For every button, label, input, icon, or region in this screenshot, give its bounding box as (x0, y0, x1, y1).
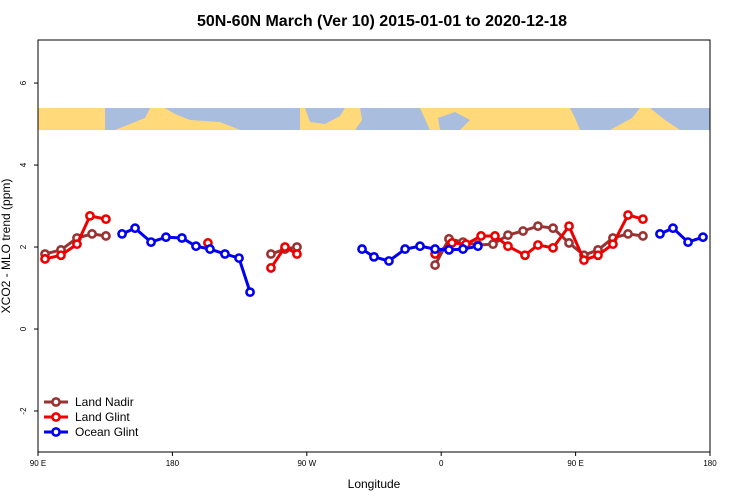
data-point (40, 254, 50, 264)
data-point (533, 240, 543, 250)
data-point (117, 229, 127, 239)
data-point (400, 244, 410, 254)
y-tick-label: 2 (19, 244, 28, 249)
data-point (177, 233, 187, 243)
data-point (698, 232, 708, 243)
data-point (234, 253, 244, 263)
data-point (579, 255, 589, 266)
data-point (564, 238, 574, 248)
data-point (668, 223, 678, 234)
data-point (430, 260, 440, 270)
data-point (384, 256, 394, 266)
legend-label: Ocean Glint (75, 425, 139, 439)
data-point (444, 244, 454, 255)
data-point (638, 214, 648, 225)
data-point (548, 223, 558, 234)
x-axis-label: Longitude (348, 477, 401, 491)
data-point (130, 223, 140, 234)
data-point (430, 244, 440, 254)
data-point (72, 239, 82, 250)
data-point (146, 237, 156, 248)
legend-marker (51, 427, 61, 437)
legend-marker (51, 412, 61, 422)
data-point (593, 250, 603, 261)
data-point (623, 210, 633, 220)
data-point (533, 221, 543, 232)
plot-frame (37, 39, 711, 453)
data-point (490, 231, 500, 241)
data-point (638, 231, 648, 241)
data-point (245, 287, 255, 298)
data-point (205, 244, 215, 254)
data-point (458, 244, 468, 254)
data-point (101, 231, 111, 241)
data-point (280, 242, 290, 252)
data-point (623, 229, 633, 239)
data-point (191, 241, 201, 252)
data-point (683, 237, 693, 248)
y-tick-label: 6 (19, 80, 28, 85)
data-point (292, 249, 302, 259)
data-point (608, 239, 618, 250)
data-point (266, 249, 276, 259)
data-point (476, 231, 486, 241)
data-point (503, 230, 513, 241)
x-tick-label: 180 (166, 459, 180, 468)
data-point (369, 251, 379, 262)
data-point (56, 250, 66, 261)
legend-label: Land Nadir (75, 395, 134, 409)
x-tick-label: 0 (439, 459, 444, 468)
data-point (473, 241, 483, 252)
data-point (357, 244, 367, 254)
x-tick-label: 90 E (567, 459, 583, 468)
series-line (44, 213, 644, 269)
chart-title: 50N-60N March (Ver 10) 2015-01-01 to 202… (197, 13, 567, 30)
data-point (161, 232, 171, 243)
data-point (503, 241, 513, 252)
data-point (518, 226, 528, 236)
data-point (266, 263, 276, 273)
map-strip (38, 108, 710, 130)
data-point (520, 250, 530, 261)
data-point (564, 221, 574, 232)
data-point (85, 210, 95, 221)
y-tick-label: -2 (19, 407, 28, 415)
data-point (415, 241, 425, 252)
y-tick-label: 0 (19, 326, 28, 331)
data-point (101, 214, 111, 225)
legend-label: Land Glint (75, 410, 130, 424)
data-point (87, 229, 97, 239)
y-tick-label: 4 (19, 162, 28, 167)
y-axis-label: XCO2 - MLO trend (ppm) (0, 179, 13, 314)
legend-marker (51, 397, 61, 407)
data-point (655, 229, 665, 239)
x-tick-label: 180 (703, 459, 717, 468)
data-point (220, 249, 230, 259)
data-point (548, 242, 558, 253)
x-tick-label: 90 W (297, 459, 316, 468)
data-point (488, 239, 498, 250)
x-tick-label: 90 E (30, 459, 46, 468)
